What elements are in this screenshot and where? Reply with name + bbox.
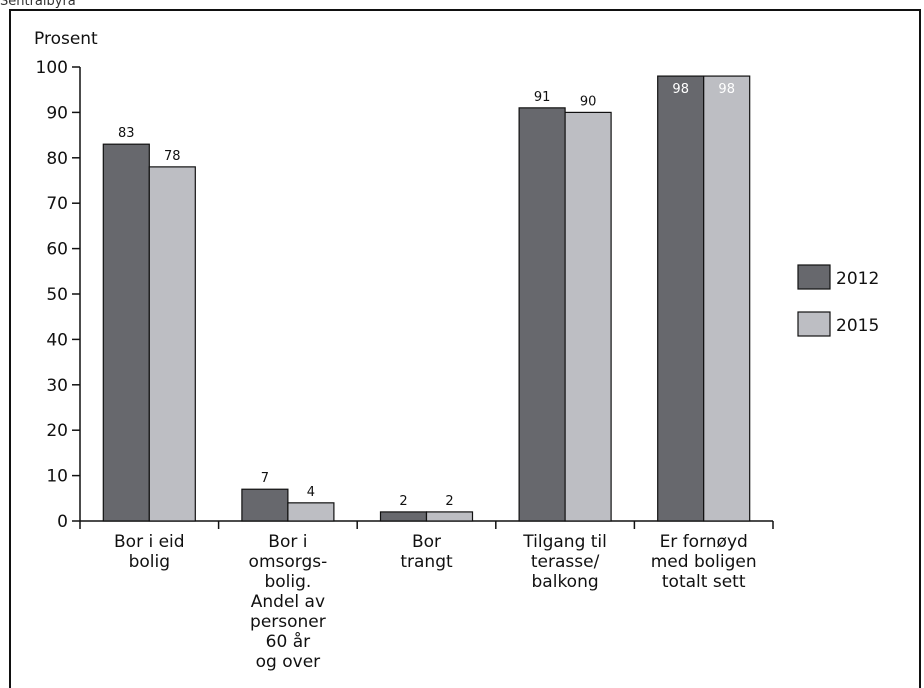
x-axis — [79, 520, 774, 529]
category-label: Tilgang til terasse/balkong — [522, 532, 607, 592]
y-axis: 0 10 20 30 40 50 60 70 80 90 100 — [36, 58, 81, 532]
bar-2015-2 — [425, 511, 474, 522]
chart-frame — [9, 9, 921, 688]
bars: 83 78 7 4 2 2 91 90 98 98 — [102, 75, 751, 522]
y-tick-label: 80 — [46, 149, 68, 169]
data-label: 7 — [261, 471, 269, 486]
category-label-line: 60 år — [266, 631, 310, 652]
y-tick-label: 100 — [36, 58, 68, 78]
data-label: 4 — [307, 485, 315, 500]
category-label-line: Er fornøyd — [660, 532, 748, 552]
bar-2015-4 — [703, 75, 751, 522]
legend-swatch-2012 — [797, 264, 831, 290]
y-tick-label: 70 — [46, 194, 68, 214]
category-label-line: Andel av — [251, 592, 325, 612]
data-label: 83 — [118, 126, 135, 141]
y-tick-label: 30 — [46, 376, 68, 396]
data-label: 78 — [164, 149, 181, 164]
y-tick-label: 60 — [46, 240, 68, 260]
category-labels: Bor i eid bolig Bor i omsorgs-bolig. Andel a… — [114, 532, 757, 672]
category-label: Er fornøyd med boligen totalt sett — [651, 532, 757, 592]
y-tick-label: 10 — [46, 467, 68, 487]
y-tick-label: 20 — [46, 421, 68, 441]
category-label-line: totalt sett — [662, 572, 746, 592]
bar-2012-1 — [241, 488, 289, 522]
legend-label: 2012 — [836, 269, 879, 289]
y-tick-label: 0 — [57, 512, 68, 532]
category-label: Bor i eid bolig — [114, 532, 185, 572]
data-label: 2 — [399, 494, 407, 509]
data-label: 98 — [672, 82, 689, 97]
category-label-line: bolig. — [264, 572, 311, 592]
category-label-line: trangt — [400, 552, 453, 572]
category-label-line: terasse/ — [531, 552, 600, 572]
category-label: Bor i omsorgs-bolig. Andel av personer 60 år… — [249, 532, 328, 672]
category-label: Bor trangt — [400, 532, 453, 572]
category-label-line: Bor i — [268, 532, 307, 552]
legend-swatch-2015 — [797, 311, 831, 337]
bar-2012-0 — [102, 143, 150, 522]
bar-2015-3 — [564, 111, 612, 522]
category-label-line: med boligen — [651, 552, 757, 572]
category-label-line: personer — [250, 612, 326, 632]
category-label-line: bolig — [129, 552, 170, 572]
bar-2012-3 — [518, 107, 566, 522]
header-fragment: Sentralbyrå — [0, 0, 76, 9]
data-label: 90 — [580, 94, 597, 109]
category-label-line: balkong — [532, 572, 599, 592]
y-tick-label: 90 — [46, 103, 68, 123]
bar-2015-0 — [148, 166, 196, 522]
category-label-line: Bor — [412, 532, 441, 552]
data-label: 2 — [445, 494, 453, 509]
category-label-line: omsorgs- — [249, 552, 328, 572]
legend: 2012 2015 — [797, 264, 879, 337]
category-label-line: og over — [256, 652, 321, 672]
y-tick-label: 40 — [46, 330, 68, 350]
data-label: 98 — [718, 82, 735, 97]
category-label-line: Tilgang til — [522, 532, 607, 552]
legend-label: 2015 — [836, 316, 879, 336]
y-tick-label: 50 — [46, 285, 68, 305]
bar-2012-4 — [657, 75, 705, 522]
category-label-line: Bor i eid — [114, 532, 185, 552]
bar-2012-2 — [379, 511, 428, 522]
data-label: 91 — [534, 90, 551, 105]
y-axis-label: Prosent — [34, 29, 98, 49]
bar-2015-1 — [287, 502, 335, 522]
